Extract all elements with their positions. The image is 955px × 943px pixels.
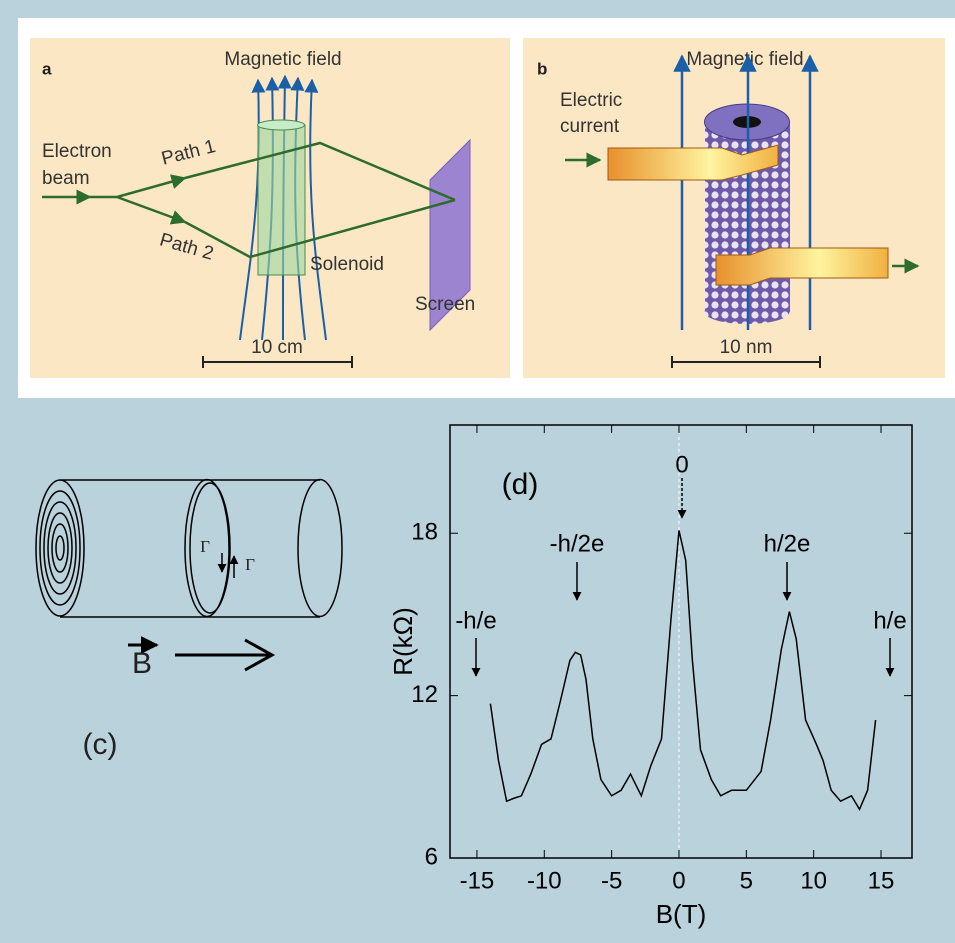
y-tick-label: 6 <box>425 843 438 870</box>
figure: a Magnetic field Electron beam Path 1 Pa… <box>0 0 955 943</box>
cylinder-end <box>298 480 342 617</box>
panel-label: b <box>537 59 547 78</box>
label: 10 cm <box>251 337 303 358</box>
label: Magnetic field <box>686 49 803 70</box>
annotation: -h/2e <box>550 530 605 557</box>
y-axis-label: R(kΩ) <box>388 607 418 676</box>
label: Γ <box>200 537 210 556</box>
curve <box>490 531 875 810</box>
panel-a: a Magnetic field Electron beam Path 1 Pa… <box>30 38 510 378</box>
x-tick-label: -5 <box>601 867 622 894</box>
label: 10 nm <box>720 337 773 358</box>
shells <box>36 480 84 616</box>
label: beam <box>42 168 90 189</box>
panel-c <box>36 480 342 671</box>
annotation: -h/e <box>455 607 496 634</box>
label: Electric <box>560 90 622 111</box>
label: Screen <box>415 294 475 315</box>
panel-label: (c) <box>83 728 118 761</box>
annotation: h/2e <box>764 530 811 557</box>
arrow <box>175 640 272 670</box>
panel-label: a <box>42 59 52 78</box>
x-tick-label: 0 <box>672 867 685 894</box>
label: current <box>560 116 620 137</box>
y-tick-label: 12 <box>411 681 438 708</box>
label: Γ <box>245 555 255 574</box>
x-tick-label: -10 <box>527 867 562 894</box>
label: Solenoid <box>310 254 384 275</box>
x-tick-label: 5 <box>740 867 753 894</box>
panel-b: b Magnetic field Electric current 10 nm <box>523 38 945 378</box>
annotation: (d) <box>502 468 539 501</box>
label: Electron <box>42 141 112 162</box>
y-tick-label: 18 <box>411 519 438 546</box>
solenoid-top <box>258 120 305 130</box>
annotation: 0 <box>675 451 688 478</box>
annotation: h/e <box>873 607 906 634</box>
x-tick-label: 10 <box>800 867 827 894</box>
label: Magnetic field <box>224 49 341 70</box>
label: B <box>132 647 152 680</box>
x-axis-label: B(T) <box>656 899 707 929</box>
x-tick-label: 15 <box>868 867 895 894</box>
loop <box>190 483 230 613</box>
x-tick-label: -15 <box>460 867 495 894</box>
